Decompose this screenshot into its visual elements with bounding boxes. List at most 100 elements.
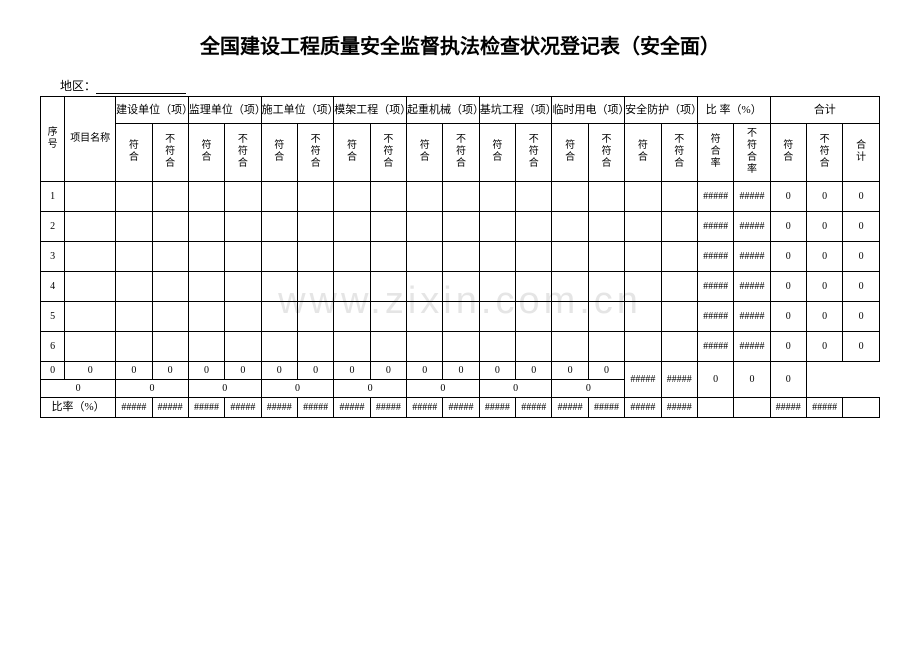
cell xyxy=(516,212,552,242)
cell-seq: 5 xyxy=(41,302,65,332)
cell xyxy=(516,272,552,302)
hdr-group-1: 监理单位（项） xyxy=(188,97,261,124)
rate-cell: ##### xyxy=(225,398,261,417)
cell-rate: ##### xyxy=(697,272,733,302)
hdr-sub-pass: 符合 xyxy=(552,124,588,182)
cell xyxy=(152,332,188,362)
table-body: 1##########0002##########0003##########0… xyxy=(41,182,880,362)
cell xyxy=(516,182,552,212)
cell xyxy=(552,332,588,362)
cell-total: 0 xyxy=(806,242,842,272)
cell xyxy=(188,182,224,212)
cell xyxy=(443,182,479,212)
cell xyxy=(407,212,443,242)
cell xyxy=(625,242,661,272)
cell xyxy=(661,182,697,212)
cell xyxy=(225,332,261,362)
cell xyxy=(116,302,152,332)
cell xyxy=(661,242,697,272)
cell xyxy=(588,272,624,302)
hdr-rate-pass: 符合率 xyxy=(697,124,733,182)
rate-cell: ##### xyxy=(407,398,443,417)
cell-total: 0 xyxy=(843,302,880,332)
total-cell: 0 xyxy=(65,362,116,380)
hdr-group-6: 临时用电（项） xyxy=(552,97,625,124)
total-pair-cell: 0 xyxy=(188,380,261,398)
cell-rate: ##### xyxy=(697,242,733,272)
total-cell: 0 xyxy=(334,362,370,380)
region-line: 地区： xyxy=(60,77,880,94)
cell xyxy=(261,242,297,272)
cell-rate: ##### xyxy=(697,332,733,362)
hdr-sub-fail: 不符合 xyxy=(370,124,406,182)
cell-name xyxy=(65,242,116,272)
total-cell: 0 xyxy=(516,362,552,380)
cell-total: 0 xyxy=(770,212,806,242)
rate-cell: ##### xyxy=(806,398,842,417)
hdr-sub-pass: 符合 xyxy=(334,124,370,182)
cell xyxy=(516,332,552,362)
cell-name xyxy=(65,212,116,242)
total-sum-cell: 0 xyxy=(770,362,806,398)
cell-total: 0 xyxy=(770,272,806,302)
hdr-sub-pass: 符合 xyxy=(407,124,443,182)
cell-total: 0 xyxy=(843,332,880,362)
cell xyxy=(407,182,443,212)
cell xyxy=(116,242,152,272)
cell xyxy=(297,332,333,362)
cell xyxy=(188,332,224,362)
hdr-rate-group: 比 率（%） xyxy=(697,97,770,124)
total-cell: 0 xyxy=(116,362,152,380)
hdr-sub-fail: 不符合 xyxy=(443,124,479,182)
cell-total: 0 xyxy=(843,272,880,302)
total-pair-cell: 0 xyxy=(552,380,625,398)
hdr-group-4: 起重机械（项） xyxy=(407,97,480,124)
hdr-sub-fail: 不符合 xyxy=(225,124,261,182)
rate-cell: ##### xyxy=(770,398,806,417)
rate-cell: ##### xyxy=(261,398,297,417)
total-cell: 0 xyxy=(588,362,624,380)
cell-seq: 1 xyxy=(41,182,65,212)
cell xyxy=(479,302,515,332)
region-underline xyxy=(96,93,186,94)
cell xyxy=(116,212,152,242)
cell-rate: ##### xyxy=(697,302,733,332)
rate-cell xyxy=(734,398,770,417)
cell xyxy=(661,302,697,332)
cell-name xyxy=(65,302,116,332)
cell xyxy=(443,242,479,272)
rate-cell: ##### xyxy=(152,398,188,417)
cell xyxy=(225,212,261,242)
cell xyxy=(152,242,188,272)
cell-rate: ##### xyxy=(734,272,770,302)
table-row: 4##########000 xyxy=(41,272,880,302)
cell xyxy=(370,302,406,332)
cell xyxy=(588,182,624,212)
hdr-sub-pass: 符合 xyxy=(261,124,297,182)
cell xyxy=(625,272,661,302)
cell xyxy=(188,302,224,332)
total-cell: 0 xyxy=(407,362,443,380)
cell xyxy=(443,272,479,302)
cell-rate: ##### xyxy=(697,182,733,212)
rate-cell: ##### xyxy=(297,398,333,417)
cell xyxy=(370,332,406,362)
rate-cell: ##### xyxy=(443,398,479,417)
cell xyxy=(261,182,297,212)
cell xyxy=(116,332,152,362)
cell xyxy=(225,182,261,212)
cell xyxy=(334,242,370,272)
cell xyxy=(225,302,261,332)
cell xyxy=(625,182,661,212)
rate-cell: ##### xyxy=(661,398,697,417)
main-table: 序号 项目名称 建设单位（项） 监理单位（项） 施工单位（项） 模架工程（项） … xyxy=(40,96,880,418)
cell xyxy=(479,182,515,212)
cell-rate: ##### xyxy=(734,182,770,212)
hdr-sub-pass: 符合 xyxy=(479,124,515,182)
total-pair-cell: 0 xyxy=(116,380,189,398)
total-pair-cell: 0 xyxy=(41,380,116,398)
total-pair-cell: 0 xyxy=(479,380,552,398)
cell xyxy=(552,302,588,332)
table-row: 5##########000 xyxy=(41,302,880,332)
cell xyxy=(261,272,297,302)
